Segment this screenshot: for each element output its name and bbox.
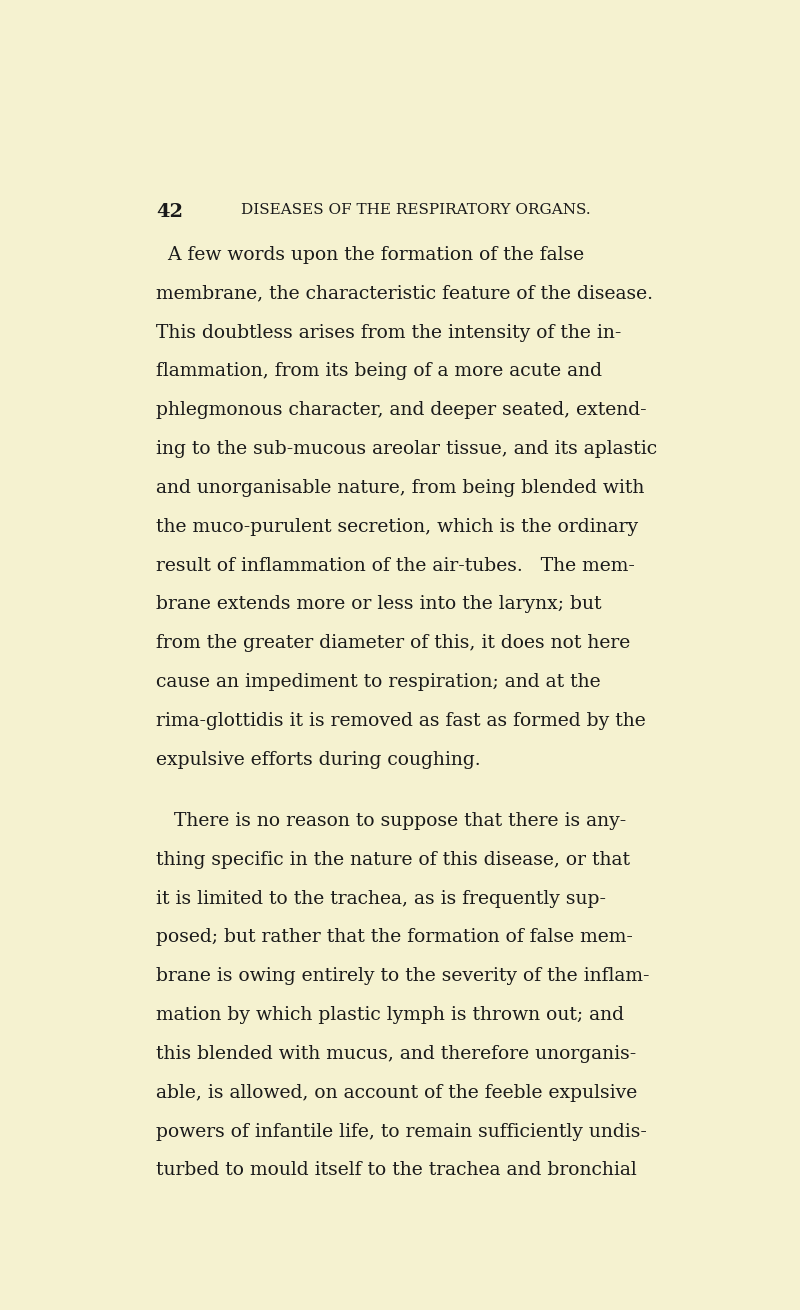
Text: thing specific in the nature of this disease, or that: thing specific in the nature of this dis… [156, 850, 630, 869]
Text: turbed to mould itself to the trachea and bronchial: turbed to mould itself to the trachea an… [156, 1162, 637, 1179]
Text: brane extends more or less into the larynx; but: brane extends more or less into the lary… [156, 596, 602, 613]
Text: phlegmonous character, and deeper seated, extend-: phlegmonous character, and deeper seated… [156, 401, 646, 419]
Text: able, is allowed, on account of the feeble expulsive: able, is allowed, on account of the feeb… [156, 1083, 637, 1102]
Text: and unorganisable nature, from being blended with: and unorganisable nature, from being ble… [156, 479, 644, 496]
Text: DISEASES OF THE RESPIRATORY ORGANS.: DISEASES OF THE RESPIRATORY ORGANS. [242, 203, 591, 216]
Text: flammation, from its being of a more acute and: flammation, from its being of a more acu… [156, 363, 602, 380]
Text: A few words upon the formation of the false: A few words upon the formation of the fa… [156, 246, 584, 265]
Text: expulsive efforts during coughing.: expulsive efforts during coughing. [156, 751, 481, 769]
Text: result of inflammation of the air-tubes.   The mem-: result of inflammation of the air-tubes.… [156, 557, 634, 575]
Text: powers of infantile life, to remain sufficiently undis-: powers of infantile life, to remain suff… [156, 1123, 646, 1141]
Text: the muco-purulent secretion, which is the ordinary: the muco-purulent secretion, which is th… [156, 517, 638, 536]
Text: There is no reason to suppose that there is any-: There is no reason to suppose that there… [156, 812, 626, 829]
Text: it is limited to the trachea, as is frequently sup-: it is limited to the trachea, as is freq… [156, 889, 606, 908]
Text: rima-glottidis it is removed as fast as formed by the: rima-glottidis it is removed as fast as … [156, 711, 646, 730]
Text: 42: 42 [156, 203, 182, 220]
Text: This doubtless arises from the intensity of the in-: This doubtless arises from the intensity… [156, 324, 621, 342]
Text: mation by which plastic lymph is thrown out; and: mation by which plastic lymph is thrown … [156, 1006, 624, 1024]
Text: this blended with mucus, and therefore unorganis-: this blended with mucus, and therefore u… [156, 1045, 636, 1062]
Text: posed; but rather that the formation of false mem-: posed; but rather that the formation of … [156, 929, 633, 946]
Text: membrane, the characteristic feature of the disease.: membrane, the characteristic feature of … [156, 284, 653, 303]
Text: brane is owing entirely to the severity of the inflam-: brane is owing entirely to the severity … [156, 967, 650, 985]
Text: from the greater diameter of this, it does not here: from the greater diameter of this, it do… [156, 634, 630, 652]
Text: ing to the sub-mucous areolar tissue, and its aplastic: ing to the sub-mucous areolar tissue, an… [156, 440, 657, 458]
Text: cause an impediment to respiration; and at the: cause an impediment to respiration; and … [156, 673, 601, 692]
